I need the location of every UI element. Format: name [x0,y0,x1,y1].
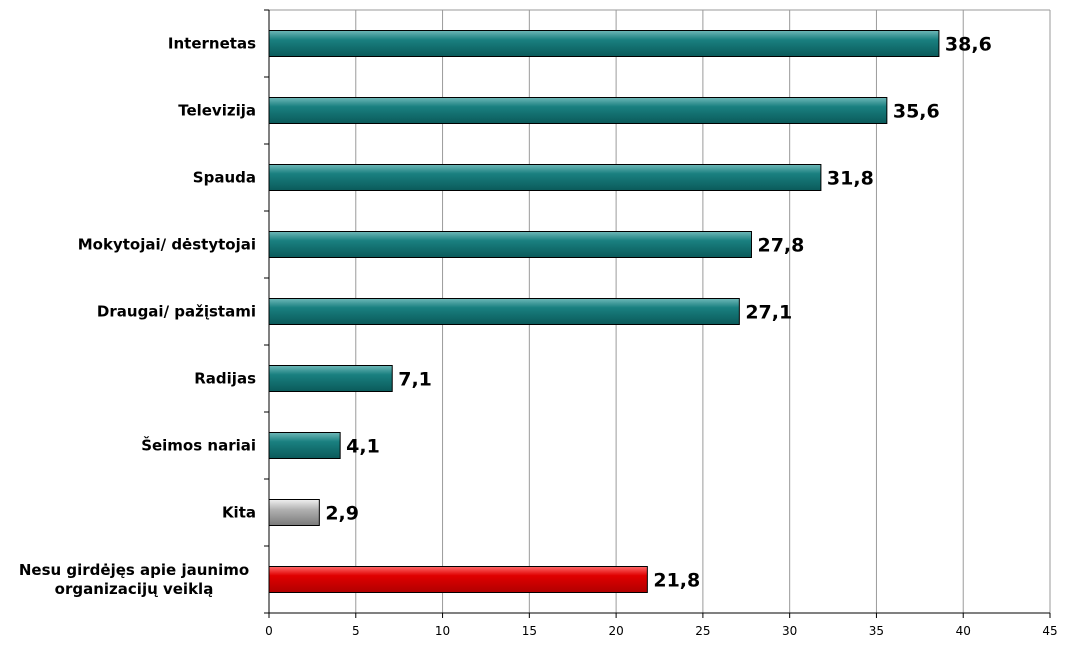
category-label: Televizija [178,102,256,120]
data-label: 21,8 [653,570,700,592]
category-label: organizacijų veiklą [55,580,214,598]
bar [268,499,320,526]
bar [268,164,822,191]
bar [268,97,888,124]
x-tick-label: 20 [608,624,623,638]
x-tick-label: 40 [956,624,971,638]
data-label: 7,1 [398,369,432,391]
x-tick-label: 45 [1042,624,1057,638]
x-tick-label: 30 [782,624,797,638]
data-label: 38,6 [945,34,992,56]
axes: 0 5 10 15 20 25 30 35 40 45 [264,9,1058,638]
category-label: Nesu girdėjęs apie jaunimo [19,561,249,579]
data-label: 27,1 [745,302,792,324]
bar [268,30,940,57]
category-label: Šeimos nariai [141,436,256,455]
bar [268,566,648,593]
bars [268,30,940,593]
data-label: 2,9 [325,503,359,525]
x-tick-label: 0 [265,624,273,638]
category-label: Draugai/ pažįstami [97,303,256,321]
bar [268,231,752,258]
bar [268,432,341,459]
bar [268,365,393,392]
bar [268,298,740,325]
data-label: 31,8 [827,168,874,190]
data-label: 27,8 [757,235,804,257]
category-label: Kita [222,504,256,522]
x-tick-label: 5 [352,624,360,638]
labels: 38,6 Internetas 35,6 Televizija 31,8 Spauda 27… [19,34,992,599]
x-tick-label: 15 [522,624,537,638]
category-label: Internetas [168,35,256,53]
x-tick-label: 25 [695,624,710,638]
x-tick-label: 35 [869,624,884,638]
x-tick-label: 10 [435,624,450,638]
category-label: Mokytojai/ dėstytojai [78,236,256,254]
category-label: Spauda [193,169,256,187]
data-label: 4,1 [346,436,380,458]
category-label: Radijas [194,370,256,388]
data-label: 35,6 [893,101,940,123]
